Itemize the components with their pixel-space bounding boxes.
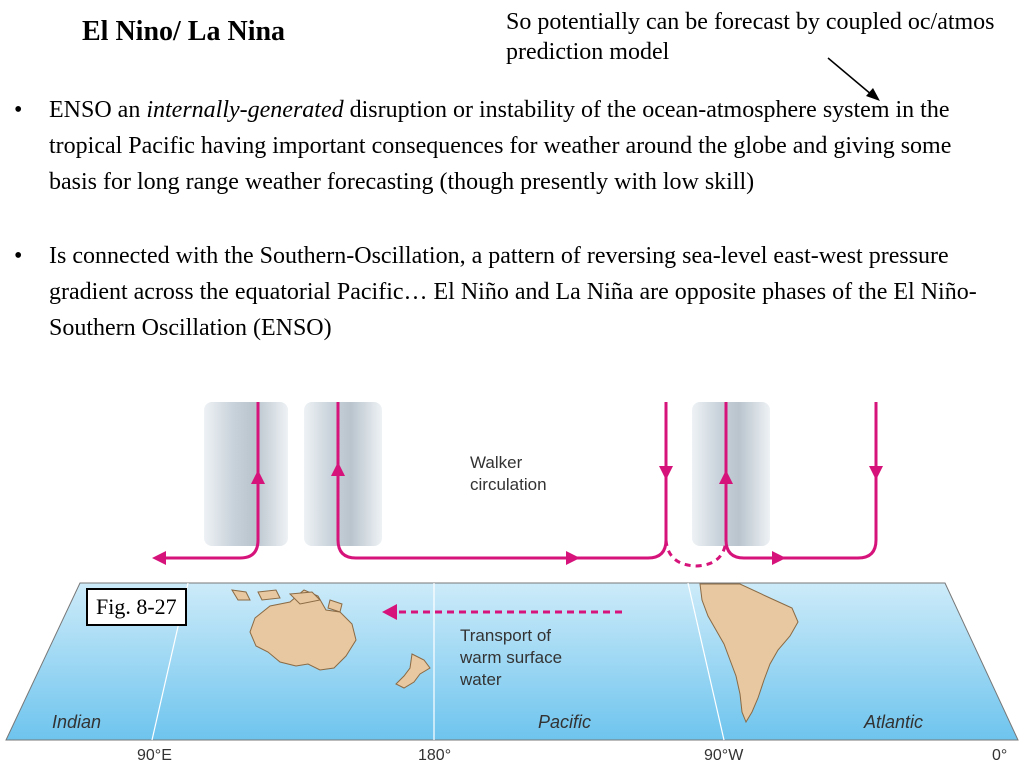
forecast-note: So potentially can be forecast by couple…: [506, 9, 995, 65]
transport-label-line1: Transport of: [460, 626, 551, 645]
bullet-symbol: •: [14, 97, 23, 123]
cloud-column-3: [692, 402, 770, 546]
transport-arrowhead: [382, 604, 397, 620]
walker-arrowheads: [152, 462, 883, 565]
ocean-label-atlantic: Atlantic: [863, 712, 923, 732]
australia-landmass: [249, 589, 357, 671]
new-zealand-landmass: [395, 653, 431, 689]
longitude-label-180: 180°: [418, 747, 451, 764]
bullet-symbol: •: [14, 243, 23, 269]
ocean-label-indian: Indian: [52, 712, 101, 732]
longitude-label-90w: 90°W: [704, 747, 744, 764]
ocean-label-pacific: Pacific: [538, 712, 591, 732]
bullet-2-text: Is connected with the Southern-Oscillati…: [49, 243, 977, 341]
bullet-1-post: disruption or instability of the ocean-a…: [49, 97, 952, 195]
south-america-landmass: [699, 583, 799, 724]
bullet-item-southern-oscillation: • Is connected with the Southern-Oscilla…: [0, 238, 1000, 346]
walker-circulation-figure: Walker circulation Transport of warm sur…: [0, 392, 1024, 768]
meridian-90w: [687, 582, 725, 741]
walker-circulation-diagram: Walker circulation Transport of warm sur…: [5, 402, 1019, 764]
transport-label-line2: warm surface: [459, 648, 562, 667]
walker-label-line1: Walker: [470, 453, 523, 472]
longitude-label-90e: 90°E: [137, 747, 172, 764]
cloud-column-1: [204, 402, 288, 546]
island-group: [231, 589, 343, 613]
figure-caption-box: Fig. 8-27: [86, 588, 187, 626]
bullet-1-pre: ENSO an: [49, 97, 147, 123]
walker-label-line2: circulation: [470, 475, 547, 494]
bullet-item-enso: • ENSO an internally-generated disruptio…: [0, 92, 1000, 200]
walker-circulation-arrows: [155, 402, 878, 568]
bullet-1-emphasis: internally-generated: [146, 97, 344, 123]
slide-title: El Nino/ La Nina: [82, 16, 286, 47]
bullet-list: • ENSO an internally-generated disruptio…: [0, 92, 1000, 346]
transport-label-line3: water: [459, 670, 502, 689]
longitude-label-0: 0°: [992, 747, 1007, 764]
